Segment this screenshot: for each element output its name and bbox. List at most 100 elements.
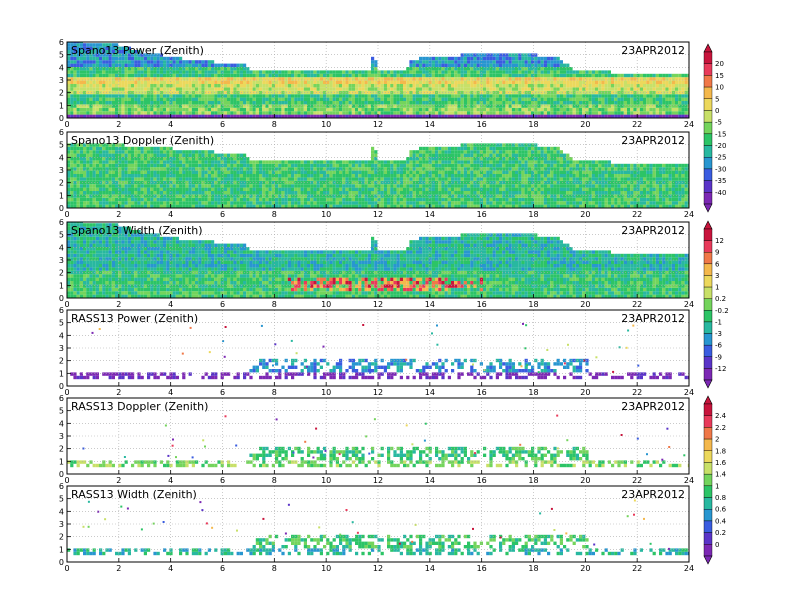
data-cell [291, 187, 295, 191]
data-cell [108, 160, 112, 164]
data-cell [230, 90, 234, 95]
data-cell [534, 60, 538, 64]
data-cell [403, 184, 407, 188]
data-cell [319, 101, 323, 105]
data-cell [342, 111, 346, 115]
data-cell [515, 90, 519, 95]
data-cell [70, 177, 74, 181]
data-cell [425, 114, 429, 118]
data-cell [67, 107, 71, 112]
x-tick-label: 24 [684, 120, 694, 129]
data-cell [182, 180, 186, 185]
data-cell [140, 191, 144, 195]
data-cell [121, 77, 125, 81]
data-cell [345, 187, 349, 191]
data-cell [518, 77, 522, 81]
data-cell [147, 60, 151, 64]
data-cell [323, 77, 327, 81]
data-cell [211, 111, 215, 115]
data-cell [111, 94, 115, 98]
data-cell [294, 87, 298, 91]
data-cell [278, 84, 282, 88]
data-cell [473, 87, 477, 91]
data-cell [108, 73, 112, 78]
data-cell [332, 177, 336, 181]
data-cell [342, 97, 346, 101]
data-cell [147, 177, 151, 181]
data-cell [403, 191, 407, 195]
data-cell [83, 77, 87, 81]
data-cell [326, 187, 330, 191]
data-cell [348, 194, 352, 198]
data-cell [399, 101, 403, 105]
data-cell [70, 56, 74, 61]
data-cell [527, 60, 531, 64]
data-cell [271, 70, 275, 74]
data-cell [409, 80, 413, 84]
data-cell [659, 97, 663, 101]
data-cell [255, 204, 259, 208]
data-cell [409, 101, 413, 105]
data-cell [124, 104, 128, 108]
data-cell [271, 174, 275, 178]
data-cell [76, 204, 80, 208]
data-cell [486, 70, 490, 74]
data-cell [313, 111, 317, 115]
data-cell [262, 77, 266, 81]
data-cell [236, 153, 240, 157]
data-cell [73, 153, 77, 157]
data-cell [134, 70, 138, 74]
data-cell [89, 194, 93, 198]
data-cell [95, 146, 99, 151]
data-cell [355, 204, 359, 208]
data-cell [262, 104, 266, 108]
data-cell [348, 84, 352, 88]
data-cell [521, 114, 525, 118]
data-cell [521, 107, 525, 112]
data-cell [534, 114, 538, 118]
data-cell [291, 70, 295, 74]
data-cell [115, 56, 119, 61]
data-cell [319, 84, 323, 88]
data-cell [383, 167, 387, 171]
data-cell [198, 104, 202, 108]
data-cell [470, 111, 474, 115]
data-cell [217, 204, 221, 208]
data-cell [342, 167, 346, 171]
data-cell [163, 73, 167, 78]
data-cell [473, 104, 477, 108]
data-cell [150, 104, 154, 108]
data-cell [102, 50, 106, 54]
data-cell [559, 73, 563, 78]
data-cell [118, 101, 122, 105]
data-cell [409, 67, 413, 71]
data-cell [169, 201, 173, 205]
data-cell [380, 94, 384, 98]
data-cell [227, 170, 231, 174]
data-cell [438, 84, 442, 88]
data-cell [137, 87, 141, 91]
data-cell [95, 174, 99, 178]
data-cell [201, 114, 205, 118]
data-cell [390, 104, 394, 108]
data-cell [191, 104, 195, 108]
data-cell [585, 80, 589, 84]
data-cell [102, 163, 106, 168]
data-cell [275, 114, 279, 118]
data-cell [204, 174, 208, 178]
data-cell [287, 97, 291, 101]
data-cell [95, 150, 99, 154]
data-cell [143, 191, 147, 195]
data-cell [595, 77, 599, 81]
data-cell [342, 84, 346, 88]
data-cell [431, 77, 435, 81]
data-cell [339, 170, 343, 174]
data-cell [287, 114, 291, 118]
data-cell [460, 67, 464, 71]
data-cell [463, 77, 467, 81]
data-cell [399, 177, 403, 181]
data-cell [403, 204, 407, 208]
data-cell [591, 73, 595, 78]
data-cell [415, 94, 419, 98]
data-cell [230, 187, 234, 191]
